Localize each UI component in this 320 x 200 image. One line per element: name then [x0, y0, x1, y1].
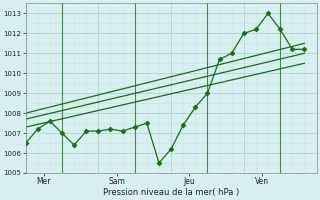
X-axis label: Pression niveau de la mer( hPa ): Pression niveau de la mer( hPa ): [103, 188, 239, 197]
